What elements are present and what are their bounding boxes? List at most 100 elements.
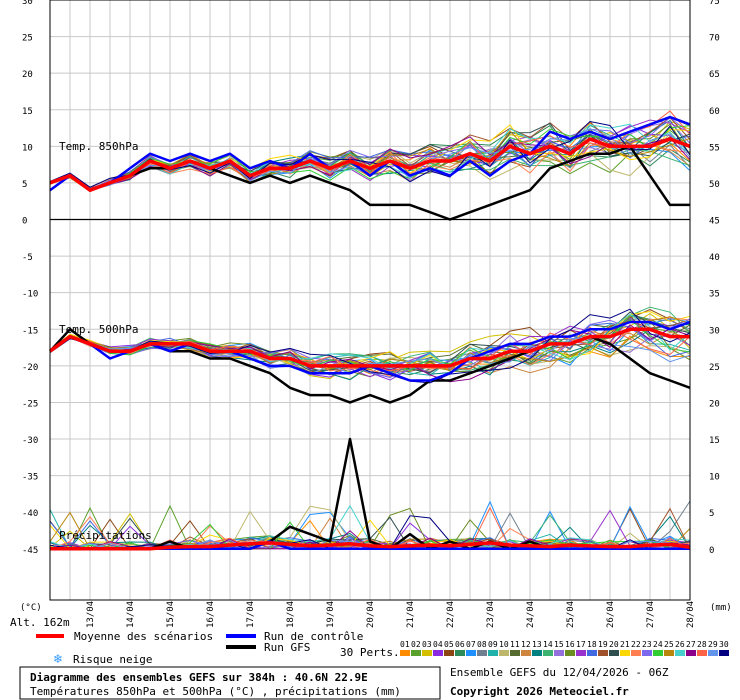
pert-legend-label-08: 08: [477, 640, 487, 649]
pert-legend-label-29: 29: [708, 640, 718, 649]
pert-legend-label-06: 06: [455, 640, 465, 649]
pert-legend-label-19: 19: [598, 640, 608, 649]
perturbation-24-850: [49, 125, 691, 192]
pert-legend-label-15: 15: [554, 640, 564, 649]
left-tick-label: -25: [22, 399, 38, 409]
right-tick-label: 40: [709, 253, 720, 263]
control-line-850hPa: [49, 115, 691, 192]
x-tick-label: 27/04: [646, 601, 656, 628]
left-tick-label: 25: [22, 34, 33, 44]
left-tick-label: -35: [22, 473, 38, 483]
right-tick-label: 30: [709, 326, 720, 336]
pert-legend-label-27: 27: [686, 640, 696, 649]
right-tick-label: 65: [709, 70, 720, 80]
right-tick-label: 25: [709, 363, 720, 373]
pert-legend-swatch-18: [587, 650, 597, 656]
pert-legend-swatch-27: [686, 650, 696, 656]
panel-label-precip: Précipitations: [59, 529, 152, 542]
left-axis-ticks: 30 25 20 15 10 5 0 -5 -10 -15 -20 -25 -30 -35 -40 -45: [22, 0, 38, 556]
x-tick-label: 21/04: [406, 601, 416, 628]
left-tick-label: -10: [22, 290, 38, 300]
copyright-label: Copyright 2026 Meteociel.fr: [450, 685, 629, 698]
x-tick-label: 15/04: [166, 601, 176, 628]
mean-line-850hPa: [49, 137, 691, 192]
mean-line-precip: [50, 541, 691, 551]
pert-legend-label-26: 26: [675, 640, 685, 649]
pert-legend-swatch-02: [411, 650, 421, 656]
left-tick-label: -40: [22, 509, 38, 519]
pert-legend-label-21: 21: [620, 640, 630, 649]
mean-line-500hPa: [48, 327, 690, 368]
legend-gfs-label: Run GFS: [264, 641, 310, 654]
x-tick-label: 17/04: [246, 601, 256, 628]
pert-legend-label-02: 02: [411, 640, 421, 649]
pert-legend-label-13: 13: [532, 640, 542, 649]
pert-legend-swatch-10: [499, 650, 509, 656]
pert-legend-swatch-15: [554, 650, 564, 656]
pert-legend-swatch-14: [543, 650, 553, 656]
pert-legend-label-28: 28: [697, 640, 707, 649]
pert-legend-swatch-09: [488, 650, 498, 656]
legend-snow-label: Risque neige: [73, 653, 152, 666]
plot-frame: [49, 0, 691, 601]
altitude-label: Alt. 162m: [10, 616, 70, 629]
perturbation-legend: 01 02 03 04 05 06 07 08 09 10 11 12 13 14 15 16 17 18 19 20…: [400, 640, 729, 656]
x-tick-label: 13/04: [86, 601, 96, 628]
x-tick-label: 22/04: [446, 601, 456, 628]
pert-legend-label-18: 18: [587, 640, 597, 649]
x-tick-label: 16/04: [206, 601, 216, 628]
pert-legend-label-22: 22: [631, 640, 641, 649]
right-tick-label: 35: [709, 290, 720, 300]
x-tick-label: 24/04: [526, 601, 536, 628]
legend-mean-label: Moyenne des scénarios: [74, 630, 213, 643]
source-label: Ensemble GEFS du 12/04/2026 - 06Z: [450, 666, 669, 679]
right-tick-label: 15: [709, 436, 720, 446]
pert-legend-label-30: 30: [719, 640, 729, 649]
right-tick-label: 50: [709, 180, 720, 190]
right-tick-label: 20: [709, 399, 720, 409]
right-tick-label: 75: [709, 0, 720, 7]
left-tick-label: -5: [22, 253, 33, 263]
gfs-line-850hPa: [49, 145, 690, 221]
left-tick-label: 20: [22, 70, 33, 80]
x-tick-label: 19/04: [326, 601, 336, 628]
pert-legend-swatch-22: [631, 650, 641, 656]
pert-legend-swatch-05: [444, 650, 454, 656]
pert-legend-swatch-29: [708, 650, 718, 656]
left-tick-label: -30: [22, 436, 38, 446]
pert-legend-swatch-28: [697, 650, 707, 656]
pert-legend-label-05: 05: [444, 640, 454, 649]
right-tick-label: 0: [709, 546, 714, 556]
pert-legend-swatch-11: [510, 650, 520, 656]
pert-legend-label-07: 07: [466, 640, 476, 649]
pert-legend-label-25: 25: [664, 640, 674, 649]
legend-control-label: Run de contrôle: [264, 630, 363, 643]
pert-legend-swatch-07: [466, 650, 476, 656]
title-box: [19, 666, 441, 700]
left-tick-label: -45: [22, 546, 38, 556]
right-tick-label: 45: [709, 217, 720, 227]
pert-legend-label-11: 11: [510, 640, 520, 649]
right-axis-unit: (mm): [710, 603, 732, 613]
pert-legend-swatch-30: [719, 650, 729, 656]
x-tick-label: 25/04: [566, 601, 576, 628]
right-tick-label: 70: [709, 34, 720, 44]
x-tick-label: 26/04: [606, 601, 616, 628]
right-tick-label: 55: [709, 143, 720, 153]
chart-title: Diagramme des ensembles GEFS sur 384h : …: [30, 671, 368, 684]
snowflake-icon: ❄: [53, 652, 63, 666]
pert-legend-swatch-03: [422, 650, 432, 656]
x-tick-label: 18/04: [286, 601, 296, 628]
x-axis-ticks: 13/04 14/04 15/04 16/04 17/04 18/04 19/04 20/04…: [86, 601, 696, 628]
right-tick-label: 5: [709, 509, 714, 519]
pert-legend-label-17: 17: [576, 640, 586, 649]
panel-label-850: Temp. 850hPa: [59, 140, 138, 153]
left-axis-unit: (°C): [20, 603, 42, 613]
pert-legend-label-16: 16: [565, 640, 575, 649]
pert-legend-swatch-01: [400, 650, 410, 656]
pert-legend-swatch-26: [675, 650, 685, 656]
x-tick-label: 14/04: [126, 601, 136, 628]
x-tick-label: 23/04: [486, 601, 496, 628]
pert-legend-label-10: 10: [499, 640, 509, 649]
